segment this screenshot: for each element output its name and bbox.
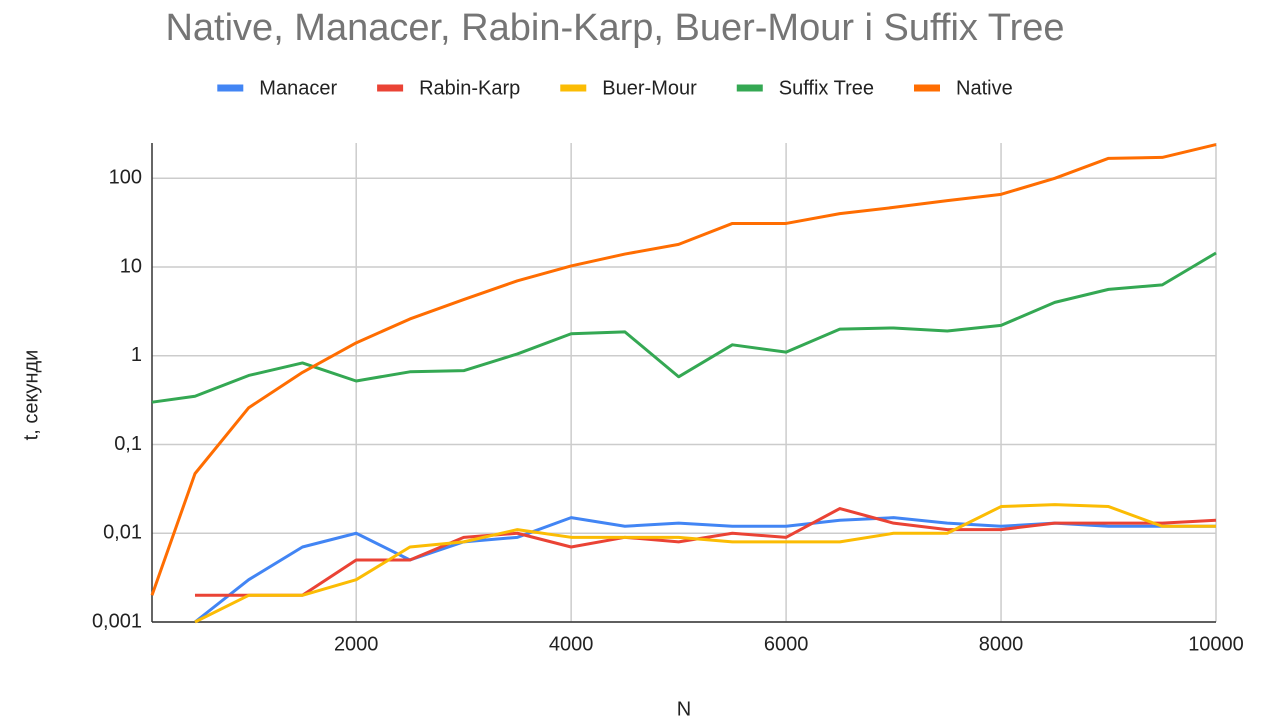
x-tick-label: 4000 [549, 633, 594, 655]
legend-swatch [736, 84, 763, 92]
x-tick-label: 10000 [1188, 633, 1244, 655]
legend-label: Manacer [259, 77, 337, 99]
y-tick-label: 100 [109, 167, 142, 189]
legend-swatch [914, 84, 940, 92]
legend-swatch [217, 84, 244, 92]
series-line [194, 503, 1216, 624]
legend-label: Suffix Tree [779, 77, 874, 99]
x-axis-label: N [677, 698, 691, 720]
y-tick-label: 1 [131, 344, 142, 366]
x-tick-label: 2000 [334, 633, 379, 655]
y-tick-label: 0,001 [92, 610, 142, 632]
legend-label: Buer-Mour [602, 77, 697, 99]
x-tick-label: 8000 [979, 633, 1024, 655]
legend-swatch [377, 84, 404, 92]
chart-title: Native, Manacer, Rabin-Karp, Buer-Mour i… [165, 7, 1064, 49]
legend-label: Native [956, 77, 1013, 99]
x-tick-label: 6000 [764, 633, 809, 655]
y-tick-label: 0,01 [103, 522, 142, 544]
legend-label: Rabin-Karp [419, 77, 520, 99]
series-line [151, 251, 1217, 404]
legend-swatch [560, 84, 587, 92]
y-tick-label: 10 [120, 255, 142, 277]
series-line [150, 143, 1217, 596]
series-line [194, 507, 1217, 597]
y-tick-label: 0,1 [114, 433, 142, 455]
y-axis-label: t, секунди [20, 350, 42, 441]
